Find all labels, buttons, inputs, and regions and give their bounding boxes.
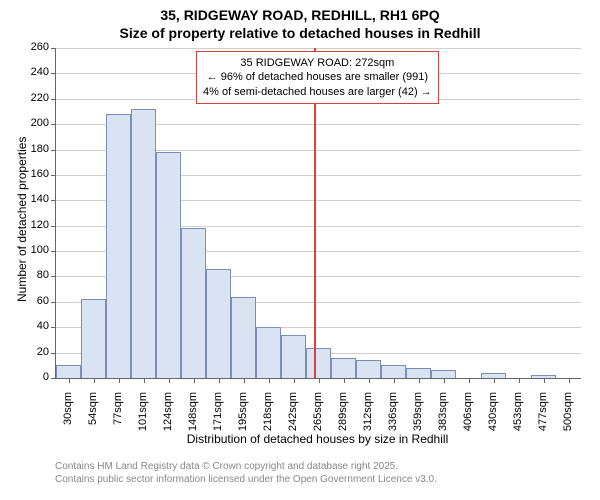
x-tick xyxy=(319,378,320,383)
x-tick-label: 54sqm xyxy=(87,392,99,442)
x-tick xyxy=(219,378,220,383)
callout-line1: 35 RIDGEWAY ROAD: 272sqm xyxy=(203,56,432,70)
x-tick-label: 242sqm xyxy=(287,392,299,442)
x-tick-label: 500sqm xyxy=(562,392,574,442)
x-tick-label: 336sqm xyxy=(387,392,399,442)
x-tick xyxy=(294,378,295,383)
histogram-bar xyxy=(356,360,381,378)
x-tick-label: 218sqm xyxy=(262,392,274,442)
x-tick xyxy=(369,378,370,383)
y-tick-label: 80 xyxy=(25,269,49,281)
x-tick-label: 383sqm xyxy=(437,392,449,442)
x-tick xyxy=(569,378,570,383)
y-tick xyxy=(51,378,56,379)
histogram-bar xyxy=(281,335,306,378)
x-tick-label: 195sqm xyxy=(237,392,249,442)
x-tick-label: 359sqm xyxy=(412,392,424,442)
histogram-bar xyxy=(231,297,256,378)
y-tick-label: 40 xyxy=(25,320,49,332)
x-tick xyxy=(69,378,70,383)
x-tick xyxy=(444,378,445,383)
histogram-bar xyxy=(331,358,356,378)
gridline xyxy=(56,48,581,49)
y-tick xyxy=(51,73,56,74)
x-tick-label: 77sqm xyxy=(112,392,124,442)
histogram-bar xyxy=(431,370,456,378)
title-line2: Size of property relative to detached ho… xyxy=(0,24,600,42)
y-tick-label: 20 xyxy=(25,346,49,358)
histogram-bar xyxy=(306,348,331,378)
x-tick xyxy=(544,378,545,383)
y-tick xyxy=(51,200,56,201)
x-tick xyxy=(94,378,95,383)
y-tick-label: 220 xyxy=(25,92,49,104)
x-tick-label: 124sqm xyxy=(162,392,174,442)
x-tick-label: 430sqm xyxy=(487,392,499,442)
y-tick-label: 200 xyxy=(25,117,49,129)
y-tick xyxy=(51,302,56,303)
x-tick-label: 171sqm xyxy=(212,392,224,442)
footer-line2: Contains public sector information licen… xyxy=(55,473,437,486)
x-tick xyxy=(269,378,270,383)
x-tick-label: 289sqm xyxy=(337,392,349,442)
y-tick xyxy=(51,251,56,252)
y-tick xyxy=(51,124,56,125)
histogram-bar xyxy=(156,152,181,378)
y-tick-label: 60 xyxy=(25,295,49,307)
y-tick xyxy=(51,99,56,100)
histogram-bar xyxy=(181,228,206,378)
chart-container: 35, RIDGEWAY ROAD, REDHILL, RH1 6PQ Size… xyxy=(0,0,600,500)
x-tick xyxy=(494,378,495,383)
histogram-bar xyxy=(131,109,156,378)
histogram-bar xyxy=(381,365,406,378)
y-tick xyxy=(51,226,56,227)
chart-title: 35, RIDGEWAY ROAD, REDHILL, RH1 6PQ Size… xyxy=(0,0,600,42)
x-tick-label: 477sqm xyxy=(537,392,549,442)
x-tick xyxy=(419,378,420,383)
plot-area: 35 RIDGEWAY ROAD: 272sqm← 96% of detache… xyxy=(55,48,581,379)
x-tick xyxy=(469,378,470,383)
x-tick xyxy=(244,378,245,383)
y-tick-label: 160 xyxy=(25,168,49,180)
y-tick xyxy=(51,353,56,354)
y-tick-label: 260 xyxy=(25,41,49,53)
y-tick xyxy=(51,175,56,176)
x-tick xyxy=(394,378,395,383)
callout-line3: 4% of semi-detached houses are larger (4… xyxy=(203,85,432,99)
histogram-bar xyxy=(406,368,431,378)
histogram-bar xyxy=(56,365,81,378)
y-tick-label: 100 xyxy=(25,244,49,256)
x-tick-label: 312sqm xyxy=(362,392,374,442)
title-line1: 35, RIDGEWAY ROAD, REDHILL, RH1 6PQ xyxy=(0,6,600,24)
x-tick-label: 30sqm xyxy=(62,392,74,442)
x-tick-label: 453sqm xyxy=(512,392,524,442)
x-tick xyxy=(119,378,120,383)
callout-line2: ← 96% of detached houses are smaller (99… xyxy=(203,70,432,84)
histogram-bar xyxy=(256,327,281,378)
x-tick xyxy=(169,378,170,383)
y-tick-label: 180 xyxy=(25,143,49,155)
footer-attribution: Contains HM Land Registry data © Crown c… xyxy=(55,460,437,486)
y-tick-label: 0 xyxy=(25,371,49,383)
y-tick xyxy=(51,150,56,151)
histogram-bar xyxy=(106,114,131,378)
y-tick xyxy=(51,48,56,49)
histogram-bar xyxy=(206,269,231,378)
x-tick xyxy=(519,378,520,383)
y-tick-label: 140 xyxy=(25,193,49,205)
x-tick xyxy=(144,378,145,383)
x-tick-label: 265sqm xyxy=(312,392,324,442)
x-tick xyxy=(344,378,345,383)
x-tick-label: 406sqm xyxy=(462,392,474,442)
histogram-bar xyxy=(81,299,106,378)
y-tick-label: 120 xyxy=(25,219,49,231)
x-tick-label: 101sqm xyxy=(137,392,149,442)
x-tick-label: 148sqm xyxy=(187,392,199,442)
y-tick xyxy=(51,327,56,328)
callout-box: 35 RIDGEWAY ROAD: 272sqm← 96% of detache… xyxy=(196,51,439,104)
y-tick xyxy=(51,276,56,277)
x-tick xyxy=(194,378,195,383)
y-tick-label: 240 xyxy=(25,66,49,78)
footer-line1: Contains HM Land Registry data © Crown c… xyxy=(55,460,437,473)
